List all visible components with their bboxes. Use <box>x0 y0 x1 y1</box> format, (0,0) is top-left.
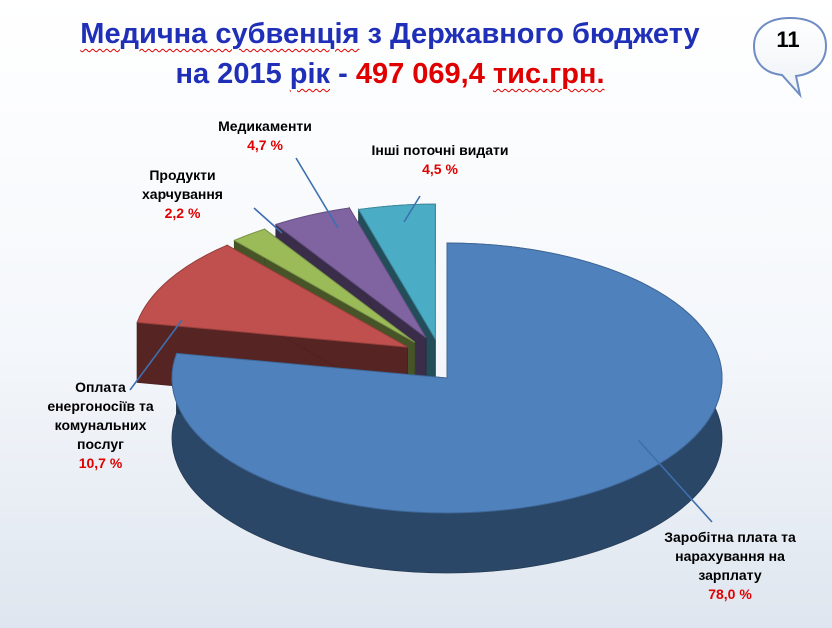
slice-salary <box>171 242 723 514</box>
slice-other <box>357 203 436 341</box>
slice-medicines <box>274 207 427 339</box>
slice-label-utilities: Оплата енергоносіїв та комунальних послу… <box>28 378 173 473</box>
slice-percent-salary: 78,0 % <box>708 586 752 602</box>
slice-name-food-2: харчування <box>142 186 223 202</box>
leader-line-food <box>253 207 283 234</box>
slice-name-utilities: Оплата <box>75 379 126 395</box>
slice-utilities <box>136 244 408 348</box>
slice-name-other: Інші поточні видати <box>371 142 509 158</box>
slice-name-salary-2: нарахування на <box>675 548 785 564</box>
slice-label-other: Інші поточні видати 4,5 % <box>350 141 530 179</box>
title-year-word: рік <box>289 58 331 90</box>
slice-label-salary: Заробітна плата та нарахування на зарпла… <box>640 528 820 604</box>
title-dash: - <box>330 58 356 90</box>
leader-line-utilities <box>129 319 183 391</box>
pie-tops <box>136 203 723 514</box>
slice-name-salary: Заробітна плата та <box>664 529 796 545</box>
slice-name-salary-3: зарплату <box>698 567 762 583</box>
leader-line-salary <box>638 439 713 523</box>
slice-label-food: Продукти харчування 2,2 % <box>125 166 240 223</box>
title-subvention: Медична субвенція <box>80 18 360 50</box>
title-year-prefix: на 2015 <box>175 58 290 90</box>
leader-lines <box>129 157 713 523</box>
leader-line-other <box>403 195 421 223</box>
slice-percent-food: 2,2 % <box>164 205 201 221</box>
slice-label-medicines: Медикаменти 4,7 % <box>195 117 335 155</box>
slice-name-medicines: Медикаменти <box>218 118 312 134</box>
chart-title-line2: на 2015 рік - 497 069,4 тис.грн. <box>0 58 780 91</box>
slice-name-utilities-4: послуг <box>77 436 124 452</box>
slice-percent-medicines: 4,7 % <box>247 137 283 153</box>
title-amount: 497 069,4 <box>355 58 493 90</box>
slide-number-bubble <box>752 16 828 99</box>
chart-title-line1: Медична субвенція з Державного бюджету <box>0 18 780 51</box>
slice-percent-utilities: 10,7 % <box>78 455 123 471</box>
slice-name-food: Продукти <box>149 167 216 183</box>
leader-line-medicines <box>295 157 339 229</box>
slice-food <box>233 228 416 343</box>
slice-name-utilities-3: комунальних <box>54 417 147 433</box>
title-unit: тис.грн. <box>492 58 605 90</box>
slide-number: 11 <box>776 27 800 52</box>
title-budget: з Державного бюджету <box>359 18 700 50</box>
slice-percent-other: 4,5 % <box>422 161 458 177</box>
slice-name-utilities-2: енергоносіїв та <box>47 398 154 414</box>
